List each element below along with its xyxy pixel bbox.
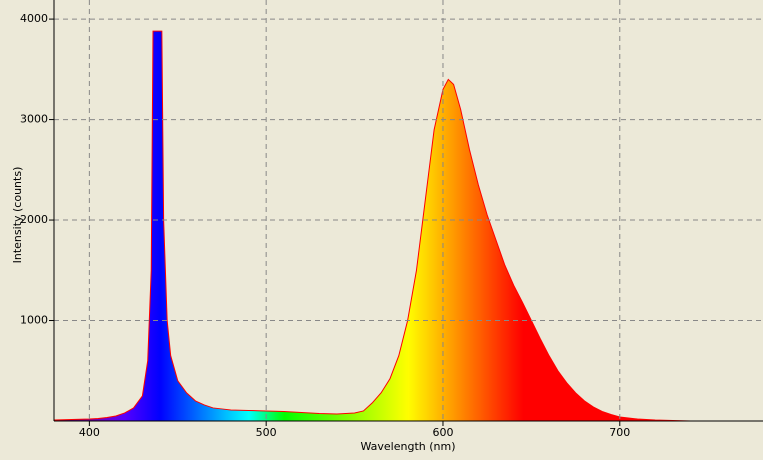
x-axis-label: Wavelength (nm) xyxy=(360,440,455,453)
spectrum-line xyxy=(53,30,762,422)
y-axis-label: Intensity (counts) xyxy=(11,167,24,264)
x-tick-label: 600 xyxy=(432,426,453,439)
spectrum-area xyxy=(54,31,762,422)
x-tick-label: 400 xyxy=(79,426,100,439)
y-tick-label: 3000 xyxy=(20,113,48,126)
y-tick-label: 1000 xyxy=(20,314,48,327)
x-tick-label: 500 xyxy=(256,426,277,439)
y-tick-label: 2000 xyxy=(20,213,48,226)
x-tick-label: 700 xyxy=(609,426,630,439)
y-tick-label: 4000 xyxy=(20,12,48,25)
